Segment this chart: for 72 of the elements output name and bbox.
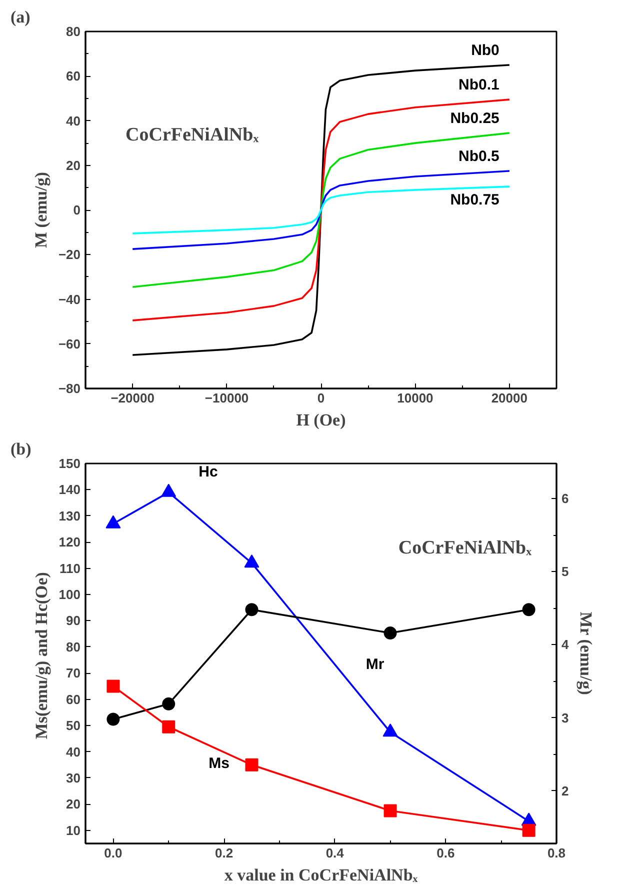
x-tick-label: −10000	[204, 390, 249, 406]
y2-axis-title: Mr (emu/g)	[576, 612, 596, 695]
y-tick-label: 110	[60, 560, 81, 576]
series-label: Hc	[198, 463, 218, 480]
y-tick-label: 80	[66, 24, 81, 39]
annotation: CoCrFeNiAlNbₓ	[398, 538, 532, 558]
y-tick-label: −60	[58, 336, 81, 352]
y-tick-label: 40	[66, 744, 81, 760]
point	[522, 824, 536, 837]
y-tick-label: 120	[58, 534, 81, 550]
point	[384, 804, 397, 818]
y-tick-label: −20	[58, 247, 81, 262]
annotation: CoCrFeNiAlNbₓ	[126, 124, 260, 146]
y-tick-label: 20	[66, 158, 81, 173]
series-label: Mr	[366, 656, 384, 674]
point	[245, 603, 258, 616]
y-tick-label: 100	[58, 587, 81, 602]
series-label: Nb0.75	[450, 192, 500, 209]
point	[161, 484, 176, 497]
y2-tick-label: 3	[562, 710, 569, 726]
point	[106, 712, 120, 726]
point	[522, 603, 536, 616]
x-tick-label: 0.4	[326, 846, 345, 860]
series-label: Nb0.1	[458, 76, 500, 94]
y-tick-label: 80	[66, 639, 81, 654]
x-tick-label: 10000	[397, 390, 434, 406]
x-axis-title: H (Oe)	[296, 410, 346, 430]
point	[106, 515, 121, 528]
x-tick-label: 0.6	[436, 846, 455, 860]
point	[245, 758, 258, 772]
series-label: Ms	[208, 754, 230, 772]
y-tick-label: 130	[58, 508, 81, 524]
series-label: Nb0.25	[450, 110, 500, 128]
y-tick-label: 20	[66, 796, 81, 812]
y-tick-label: 40	[66, 113, 81, 128]
x-tick-label: 0	[317, 390, 325, 406]
y-tick-label: 140	[58, 482, 81, 498]
y-tick-label: −80	[58, 381, 81, 396]
x-tick-label: −20000	[110, 390, 154, 406]
y-tick-label: 30	[66, 770, 81, 786]
y-tick-label: 70	[66, 666, 81, 681]
point	[106, 680, 120, 693]
y-axis-title: M (emu/g)	[31, 172, 50, 248]
y2-tick-label: 5	[562, 564, 569, 580]
y-axis-title: Ms(emu/g) and Hc(Oe)	[32, 572, 51, 740]
y-tick-label: 10	[66, 822, 81, 838]
point	[382, 724, 398, 737]
y-tick-label: 50	[66, 718, 81, 734]
y2-tick-label: 4	[562, 637, 570, 652]
x-axis-title: x value in CoCrFeNiAlNbₓ	[224, 866, 418, 884]
y-tick-label: 60	[66, 692, 81, 707]
line-series	[132, 170, 510, 250]
line-series	[132, 186, 510, 234]
x-tick-label: 0.2	[214, 846, 234, 860]
y-tick-label: 90	[66, 613, 81, 628]
series-label: Nb0	[471, 42, 500, 59]
x-tick-label: 0.8	[547, 846, 566, 860]
point	[162, 697, 176, 710]
point	[244, 554, 260, 568]
y-tick-label: 60	[66, 68, 81, 84]
x-tick-label: 20000	[491, 390, 528, 406]
y-tick-label: 0	[73, 202, 81, 218]
chart-title: (b)	[10, 440, 32, 458]
series-label: Nb0.5	[458, 148, 500, 165]
y-tick-label: 150	[58, 456, 81, 471]
y2-tick-label: 2	[562, 783, 569, 798]
y-tick-label: −40	[58, 292, 81, 307]
y2-tick-label: 6	[562, 491, 569, 506]
point	[384, 626, 397, 640]
point	[162, 720, 176, 734]
chart-title: (a)	[10, 8, 30, 26]
x-tick-label: 0.0	[104, 846, 122, 860]
